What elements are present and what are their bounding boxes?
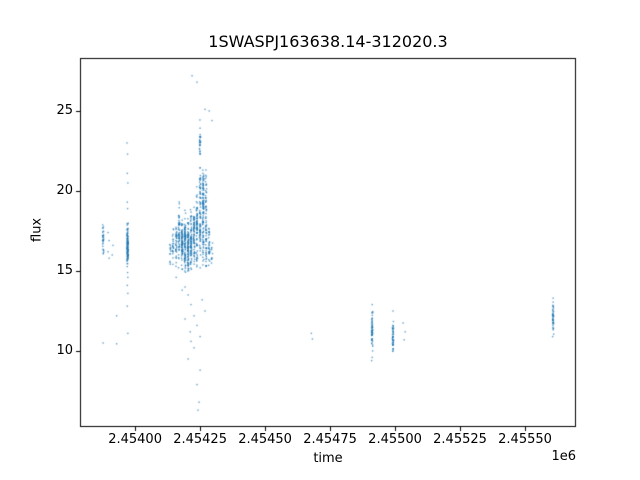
x-tick-label: 2.45450 [238, 432, 292, 447]
y-tick-label: 25 [56, 102, 73, 118]
x-axis-label: time [313, 451, 343, 466]
x-axis-offset-label: 1e6 [551, 449, 576, 464]
x-tick-label: 2.45525 [433, 432, 487, 447]
x-tick-label: 2.45500 [368, 432, 422, 447]
y-tick-label: 20 [56, 182, 73, 198]
y-tick-label: 10 [56, 342, 73, 358]
x-tick-label: 2.45400 [108, 432, 162, 447]
y-tick-label: 15 [56, 262, 73, 278]
chart-title: 1SWASPJ163638.14-312020.3 [208, 32, 448, 51]
x-tick-label: 2.45550 [498, 432, 552, 447]
x-tick-label: 2.45475 [303, 432, 357, 447]
x-tick-label: 2.45425 [173, 432, 227, 447]
